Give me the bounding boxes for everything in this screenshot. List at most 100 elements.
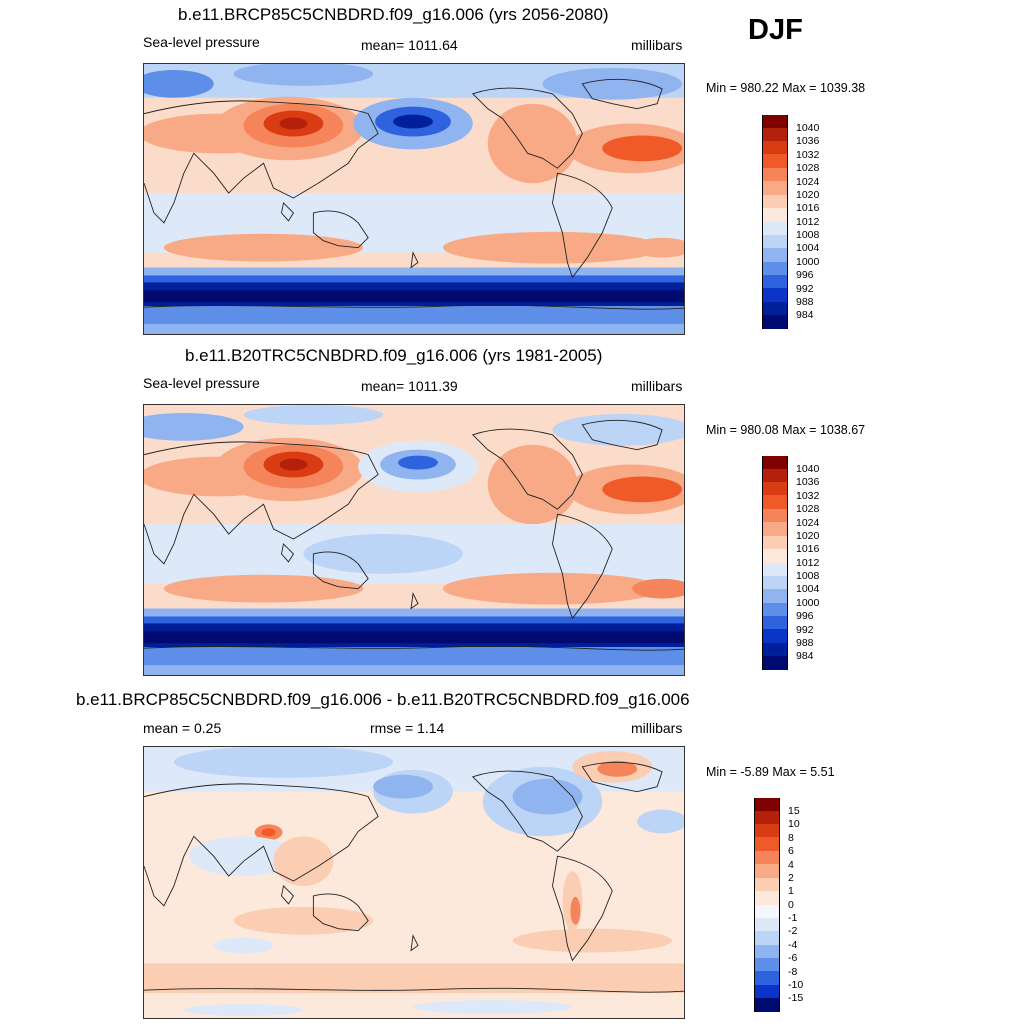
colorbar-swatch	[754, 878, 780, 892]
colorbar-label: 1000	[796, 597, 820, 609]
panel1-mean-label: mean= 1011.64	[361, 37, 458, 53]
colorbar-swatch	[762, 262, 788, 276]
colorbar-swatch	[762, 315, 788, 329]
colorbar-label: 1036	[796, 135, 820, 147]
colorbar-label: 1016	[796, 202, 820, 214]
colorbar-label: 1000	[796, 256, 820, 268]
panel3-map	[143, 746, 685, 1019]
colorbar-swatch	[754, 811, 780, 825]
colorbar-swatch	[754, 905, 780, 919]
panel1-minmax: Min = 980.22 Max = 1039.38	[706, 81, 866, 95]
panel1-map-plot	[144, 64, 684, 334]
panel3-minmax: Min = -5.89 Max = 5.51	[706, 765, 835, 779]
panel1-units-label: millibars	[631, 37, 683, 53]
panel2-units-label: millibars	[631, 378, 683, 394]
colorbar-swatch	[762, 181, 788, 195]
colorbar-swatch	[762, 154, 788, 168]
colorbar-swatch	[754, 837, 780, 851]
colorbar-swatch	[762, 509, 788, 523]
colorbar-label: 6	[788, 845, 794, 857]
colorbar-label: 1016	[796, 543, 820, 555]
colorbar-label: 10	[788, 818, 800, 830]
colorbar-label: 0	[788, 899, 794, 911]
colorbar-label: 996	[796, 610, 814, 622]
colorbar-swatch	[754, 798, 780, 812]
colorbar-label: 4	[788, 859, 794, 871]
colorbar-label: 1036	[796, 476, 820, 488]
colorbar-swatch	[754, 931, 780, 945]
colorbar-label: 1032	[796, 149, 820, 161]
colorbar-label: -8	[788, 966, 798, 978]
panel1-title: b.e11.BRCP85C5CNBDRD.f09_g16.006 (yrs 20…	[178, 5, 609, 24]
colorbar-label: -15	[788, 992, 804, 1004]
colorbar-swatch	[762, 222, 788, 236]
colorbar-swatch	[762, 115, 788, 129]
colorbar-label: 1024	[796, 517, 820, 529]
panel3-colorbar: 15 10 8 6 4 2 1 0 -1 -2 -4 -6 -8 -10 -15	[754, 798, 834, 1012]
colorbar-label: -4	[788, 939, 798, 951]
panel2-mean-label: mean= 1011.39	[361, 378, 458, 394]
colorbar-swatch	[762, 469, 788, 483]
colorbar-swatch	[762, 275, 788, 289]
colorbar-label: 1008	[796, 570, 820, 582]
colorbar-label: 15	[788, 805, 800, 817]
colorbar-label: 8	[788, 832, 794, 844]
panel3-title: b.e11.BRCP85C5CNBDRD.f09_g16.006 - b.e11…	[76, 690, 690, 709]
colorbar-label: 988	[796, 296, 814, 308]
colorbar-swatch	[762, 629, 788, 643]
colorbar-label: 1012	[796, 557, 820, 569]
colorbar-label: 984	[796, 309, 814, 321]
colorbar-label: 1008	[796, 229, 820, 241]
colorbar-swatch	[762, 235, 788, 249]
colorbar-swatch	[762, 482, 788, 496]
colorbar-label: 1020	[796, 189, 820, 201]
colorbar-swatch	[754, 918, 780, 932]
colorbar-swatch	[754, 998, 780, 1012]
colorbar-swatch	[754, 864, 780, 878]
colorbar-swatch	[754, 958, 780, 972]
colorbar-label: 1028	[796, 503, 820, 515]
colorbar-label: -2	[788, 925, 798, 937]
colorbar-swatch	[754, 985, 780, 999]
colorbar-label: 996	[796, 269, 814, 281]
colorbar-swatch	[762, 563, 788, 577]
panel2-variable-label: Sea-level pressure	[143, 375, 260, 391]
panel2-map	[143, 404, 685, 676]
colorbar-label: 1028	[796, 162, 820, 174]
colorbar-swatch	[754, 971, 780, 985]
panel1-colorbar: 1040 1036 1032 1028 1024 1020 1016 1012 …	[762, 115, 842, 329]
colorbar-swatch	[762, 536, 788, 550]
colorbar-swatch	[762, 576, 788, 590]
colorbar-label: -1	[788, 912, 798, 924]
colorbar-label: -6	[788, 952, 798, 964]
panel3-map-plot	[144, 747, 684, 1018]
colorbar-label: 992	[796, 624, 814, 636]
panel2-minmax: Min = 980.08 Max = 1038.67	[706, 423, 866, 437]
colorbar-swatch	[762, 128, 788, 142]
panel1-map	[143, 63, 685, 335]
panel2-map-plot	[144, 405, 684, 675]
colorbar-swatch	[762, 288, 788, 302]
colorbar-swatch	[762, 248, 788, 262]
panel1-variable-label: Sea-level pressure	[143, 34, 260, 50]
colorbar-label: 1040	[796, 122, 820, 134]
colorbar-swatch	[762, 302, 788, 316]
colorbar-swatch	[762, 168, 788, 182]
colorbar-swatch	[762, 195, 788, 209]
panel2-title: b.e11.B20TRC5CNBDRD.f09_g16.006 (yrs 198…	[185, 346, 603, 365]
colorbar-swatch	[762, 456, 788, 470]
colorbar-label: 2	[788, 872, 794, 884]
colorbar-swatch	[754, 945, 780, 959]
season-label: DJF	[748, 14, 803, 46]
panel3-mean-label: mean = 0.25	[143, 720, 222, 736]
colorbar-swatch	[762, 522, 788, 536]
colorbar-label: -10	[788, 979, 804, 991]
colorbar-label: 1024	[796, 176, 820, 188]
colorbar-label: 988	[796, 637, 814, 649]
colorbar-label: 1004	[796, 242, 820, 254]
colorbar-swatch	[762, 208, 788, 222]
colorbar-swatch	[762, 495, 788, 509]
panel3-units-label: millibars	[631, 720, 683, 736]
colorbar-label: 1	[788, 885, 794, 897]
colorbar-swatch	[762, 589, 788, 603]
